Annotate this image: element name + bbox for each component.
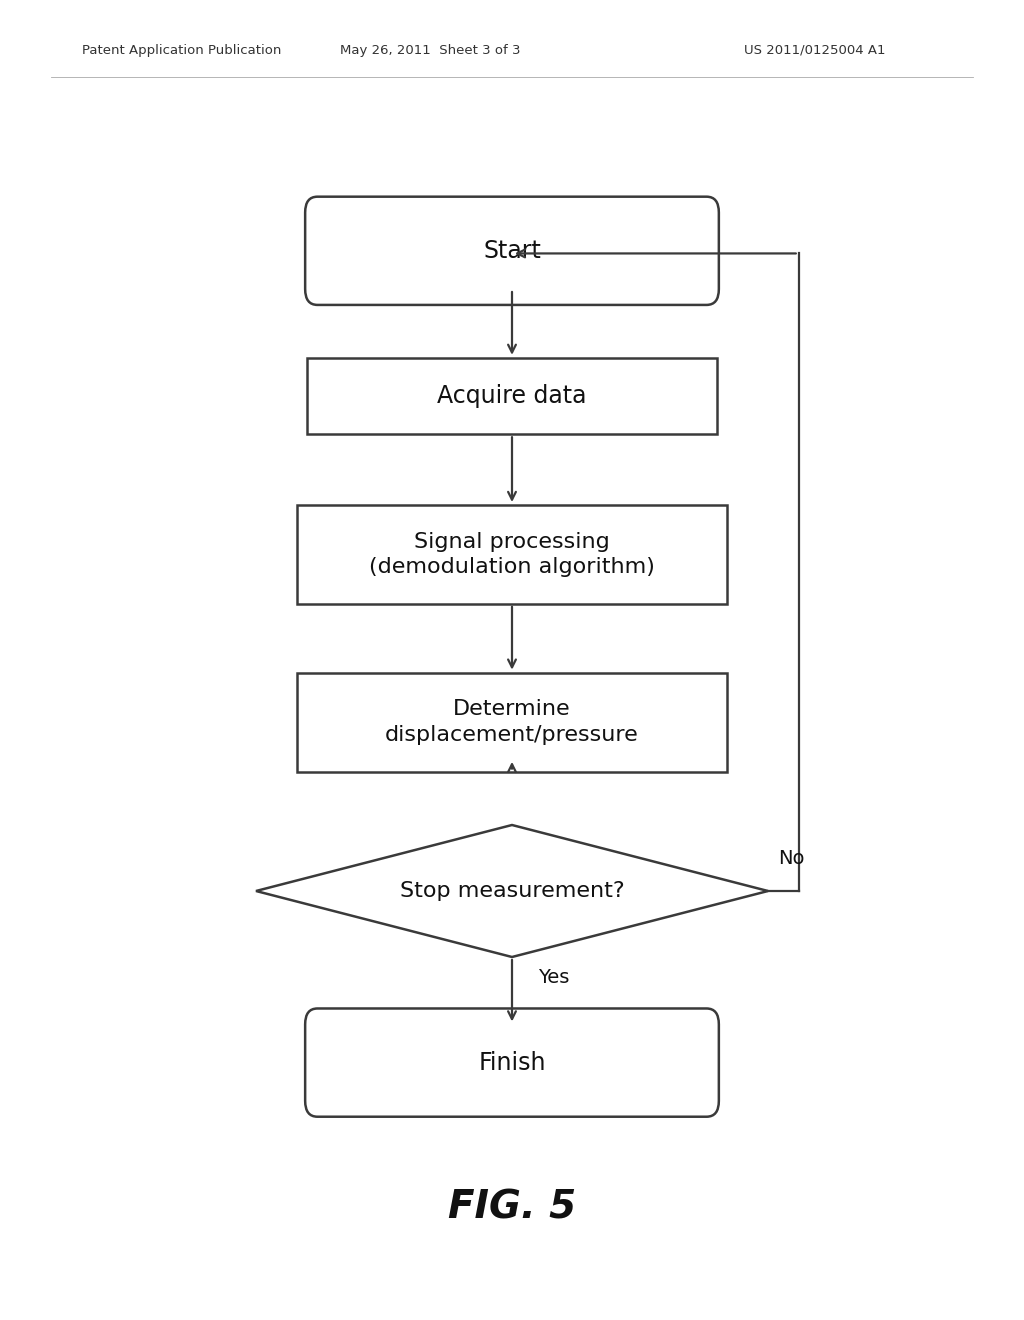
Text: Stop measurement?: Stop measurement? [399, 880, 625, 902]
Bar [297, 506, 727, 605]
Text: Signal processing
(demodulation algorithm): Signal processing (demodulation algorith… [369, 532, 655, 577]
Bar [307, 358, 717, 434]
Text: Patent Application Publication: Patent Application Publication [82, 44, 282, 57]
Text: Yes: Yes [538, 968, 569, 987]
FancyBboxPatch shape [305, 197, 719, 305]
Polygon shape [256, 825, 768, 957]
Text: US 2011/0125004 A1: US 2011/0125004 A1 [744, 44, 886, 57]
Text: May 26, 2011  Sheet 3 of 3: May 26, 2011 Sheet 3 of 3 [340, 44, 520, 57]
Text: Finish: Finish [478, 1051, 546, 1074]
Bar [297, 672, 727, 771]
Text: Acquire data: Acquire data [437, 384, 587, 408]
FancyBboxPatch shape [305, 1008, 719, 1117]
Text: No: No [778, 849, 805, 867]
Text: Determine
displacement/pressure: Determine displacement/pressure [385, 700, 639, 744]
Text: Start: Start [483, 239, 541, 263]
Text: FIG. 5: FIG. 5 [447, 1189, 577, 1226]
